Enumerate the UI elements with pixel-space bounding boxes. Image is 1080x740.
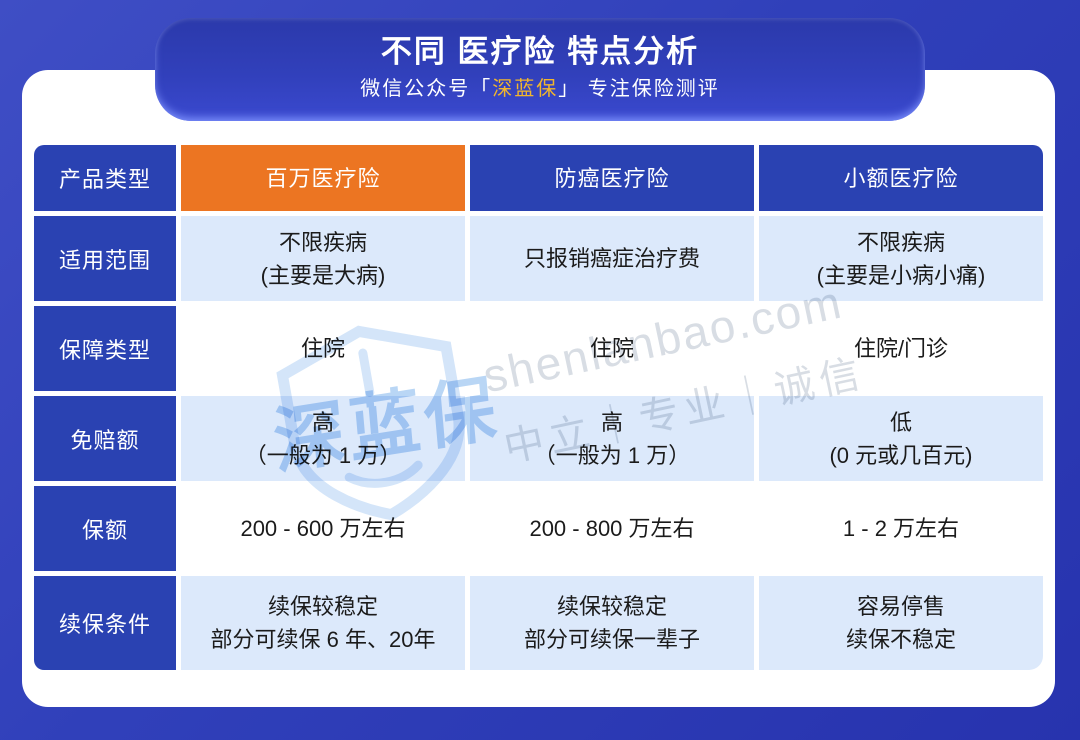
corner-label: 产品类型: [58, 167, 151, 192]
table-cell: 续保较稳定 部分可续保一辈子: [470, 576, 754, 670]
cell-text: 200 - 600 万左右: [240, 516, 406, 541]
table-cell: 住院: [181, 306, 465, 391]
cell-text: 住院: [589, 336, 634, 361]
row-label-cell: 保障类型: [34, 306, 176, 391]
cell-text: （一般为 1 万）: [244, 442, 402, 468]
cell-text: 住院: [300, 336, 345, 361]
cell-text: 不限疾病: [278, 229, 367, 255]
table-cell: 低 (0 元或几百元): [759, 396, 1043, 481]
table-cell: 1 - 2 万左右: [759, 486, 1043, 571]
table-cell: 不限疾病 (主要是小病小痛): [759, 216, 1043, 301]
column-header-fangai: 防癌医疗险: [470, 145, 754, 211]
table-cell: 住院/门诊: [759, 306, 1043, 391]
table-row: 保额 200 - 600 万左右 200 - 800 万左右 1 - 2 万左右: [34, 486, 1043, 571]
cell-text: (0 元或几百元): [829, 442, 973, 468]
table-cell: 住院: [470, 306, 754, 391]
cell-text: 续保较稳定: [556, 594, 667, 619]
table-row: 续保条件 续保较稳定 部分可续保 6 年、20年 续保较稳定 部分可续保一辈子 …: [34, 576, 1043, 670]
cell-text: 1 - 2 万左右: [842, 516, 960, 541]
table-cell: 不限疾病 (主要是大病): [181, 216, 465, 301]
table-row: 免赔额 高 （一般为 1 万） 高 （一般为 1 万） 低 (0 元或几百元): [34, 396, 1043, 481]
cell-text: 只报销癌症治疗费: [523, 246, 700, 271]
cell-text: 部分可续保 6 年、20年: [210, 627, 436, 652]
row-label-cell: 续保条件: [34, 576, 176, 670]
column-header-label: 百万医疗险: [265, 165, 381, 191]
row-label: 适用范围: [58, 247, 151, 273]
page-title: 不同 医疗险 特点分析: [380, 34, 700, 69]
row-label-cell: 适用范围: [34, 216, 176, 301]
cell-text: 续保较稳定: [267, 594, 378, 619]
table-card: 产品类型 百万医疗险 防癌医疗险 小额医疗险 适用范围 不限疾病 (主要是大病)…: [22, 70, 1055, 707]
table-row: 保障类型 住院 住院 住院/门诊: [34, 306, 1043, 391]
cell-text: 容易停售: [856, 594, 945, 619]
cell-text: 高: [311, 409, 334, 435]
row-label: 保额: [81, 517, 128, 543]
table-cell: 200 - 600 万左右: [181, 486, 465, 571]
column-header-xiaoe: 小额医疗险: [759, 145, 1043, 211]
table-row: 适用范围 不限疾病 (主要是大病) 只报销癌症治疗费 不限疾病 (主要是小病小痛…: [34, 216, 1043, 301]
cell-text: （一般为 1 万）: [533, 442, 691, 468]
cell-text: (主要是大病): [260, 262, 386, 288]
table-cell: 续保较稳定 部分可续保 6 年、20年: [181, 576, 465, 670]
row-label-cell: 保额: [34, 486, 176, 571]
table-cell: 只报销癌症治疗费: [470, 216, 754, 301]
cell-text: 高: [600, 409, 623, 435]
comparison-table: 产品类型 百万医疗险 防癌医疗险 小额医疗险 适用范围 不限疾病 (主要是大病)…: [34, 145, 1043, 670]
page-subtitle: 微信公众号「深蓝保」 专注保险测评: [155, 73, 925, 105]
subtitle-prefix: 微信公众号「: [360, 78, 493, 100]
subtitle-suffix: 」 专注保险测评: [558, 78, 720, 100]
column-header-label: 防癌医疗险: [554, 165, 670, 191]
cell-text: 住院/门诊: [853, 336, 949, 361]
column-header-baiwan: 百万医疗险: [181, 145, 465, 211]
row-label-cell: 免赔额: [34, 396, 176, 481]
column-header-label: 小额医疗险: [843, 165, 959, 191]
table-cell: 高 （一般为 1 万）: [181, 396, 465, 481]
brand-name: 深蓝保: [492, 78, 559, 100]
table-cell: 高 （一般为 1 万）: [470, 396, 754, 481]
row-label: 续保条件: [58, 612, 151, 637]
header-corner-cell: 产品类型: [34, 145, 176, 211]
cell-text: 续保不稳定: [845, 627, 956, 652]
cell-text: 低: [889, 409, 912, 435]
row-label: 保障类型: [58, 337, 151, 363]
table-cell: 200 - 800 万左右: [470, 486, 754, 571]
cell-text: 不限疾病: [856, 229, 945, 255]
table-cell: 容易停售 续保不稳定: [759, 576, 1043, 670]
title-banner: 不同 医疗险 特点分析 微信公众号「深蓝保」 专注保险测评: [155, 18, 925, 121]
row-label: 免赔额: [70, 427, 140, 453]
table-header-row: 产品类型 百万医疗险 防癌医疗险 小额医疗险: [34, 145, 1043, 211]
cell-text: 部分可续保一辈子: [523, 627, 700, 652]
cell-text: 200 - 800 万左右: [529, 516, 695, 541]
cell-text: (主要是小病小痛): [816, 262, 986, 288]
